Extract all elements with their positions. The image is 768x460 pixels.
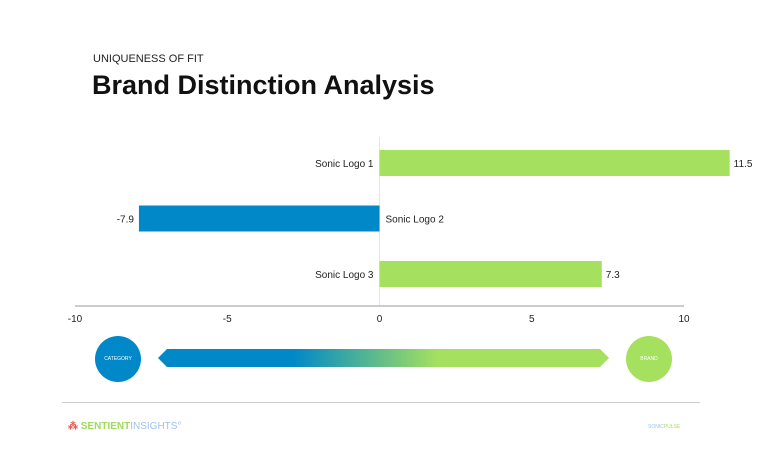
brand-circle: BRAND <box>626 336 672 382</box>
value-label: 7.3 <box>606 270 620 281</box>
x-tick-label: 0 <box>377 314 383 325</box>
logo-icon: ⁂ <box>68 421 78 432</box>
category-label: Sonic Logo 1 <box>315 159 374 170</box>
chart-title: Brand Distinction Analysis <box>92 70 435 100</box>
x-tick-label: 5 <box>529 314 535 325</box>
chart-subtitle: UNIQUENESS OF FIT <box>93 53 204 65</box>
x-tick-label: 10 <box>678 314 690 325</box>
bar <box>138 205 380 232</box>
bar-chart: -10 -5 0 5 10 Sonic Logo 1 11.5 Sonic Logo 2 -7.… <box>68 137 753 325</box>
category-label: Sonic Logo 3 <box>315 270 374 281</box>
x-tick-label: -10 <box>68 314 83 325</box>
category-circle: CATEGORY <box>95 336 141 382</box>
sonic-pulse-logo: SONICPULSE <box>648 424 681 430</box>
bar <box>379 261 602 287</box>
bar <box>379 150 730 176</box>
footer-divider <box>62 402 700 403</box>
category-label: Sonic Logo 2 <box>386 215 445 226</box>
sentient-insights-logo: ⁂ SENTIENTINSIGHTS° <box>68 421 182 432</box>
x-tick-label: -5 <box>223 314 232 325</box>
value-label: 11.5 <box>734 159 753 170</box>
value-label: -7.9 <box>117 215 135 226</box>
